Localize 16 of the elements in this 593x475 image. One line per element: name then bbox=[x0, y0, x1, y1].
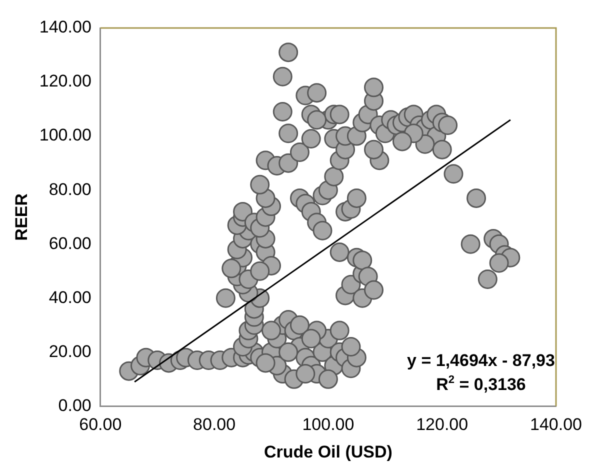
y-tick-label: 0.00 bbox=[58, 396, 92, 415]
y-tick-label: 60.00 bbox=[48, 234, 92, 253]
y-tick-label: 120.00 bbox=[39, 72, 92, 91]
y-tick-label: 40.00 bbox=[48, 288, 92, 307]
y-tick-label: 20.00 bbox=[48, 342, 92, 361]
x-tick-label: 140.00 bbox=[530, 415, 582, 434]
y-tick-label: 100.00 bbox=[39, 126, 92, 145]
x-axis-title: Crude Oil (USD) bbox=[264, 442, 392, 462]
x-tick-label: 100.00 bbox=[302, 415, 354, 434]
x-tick-label: 60.00 bbox=[79, 415, 122, 434]
y-tick-label: 80.00 bbox=[48, 180, 92, 199]
annotation: y = 1,4694x - 87,93 bbox=[407, 351, 555, 370]
y-tick-label: 140.00 bbox=[39, 18, 92, 37]
x-tick-label: 80.00 bbox=[193, 415, 236, 434]
x-tick-label: 120.00 bbox=[416, 415, 468, 434]
y-axis-title: REER bbox=[12, 193, 31, 241]
